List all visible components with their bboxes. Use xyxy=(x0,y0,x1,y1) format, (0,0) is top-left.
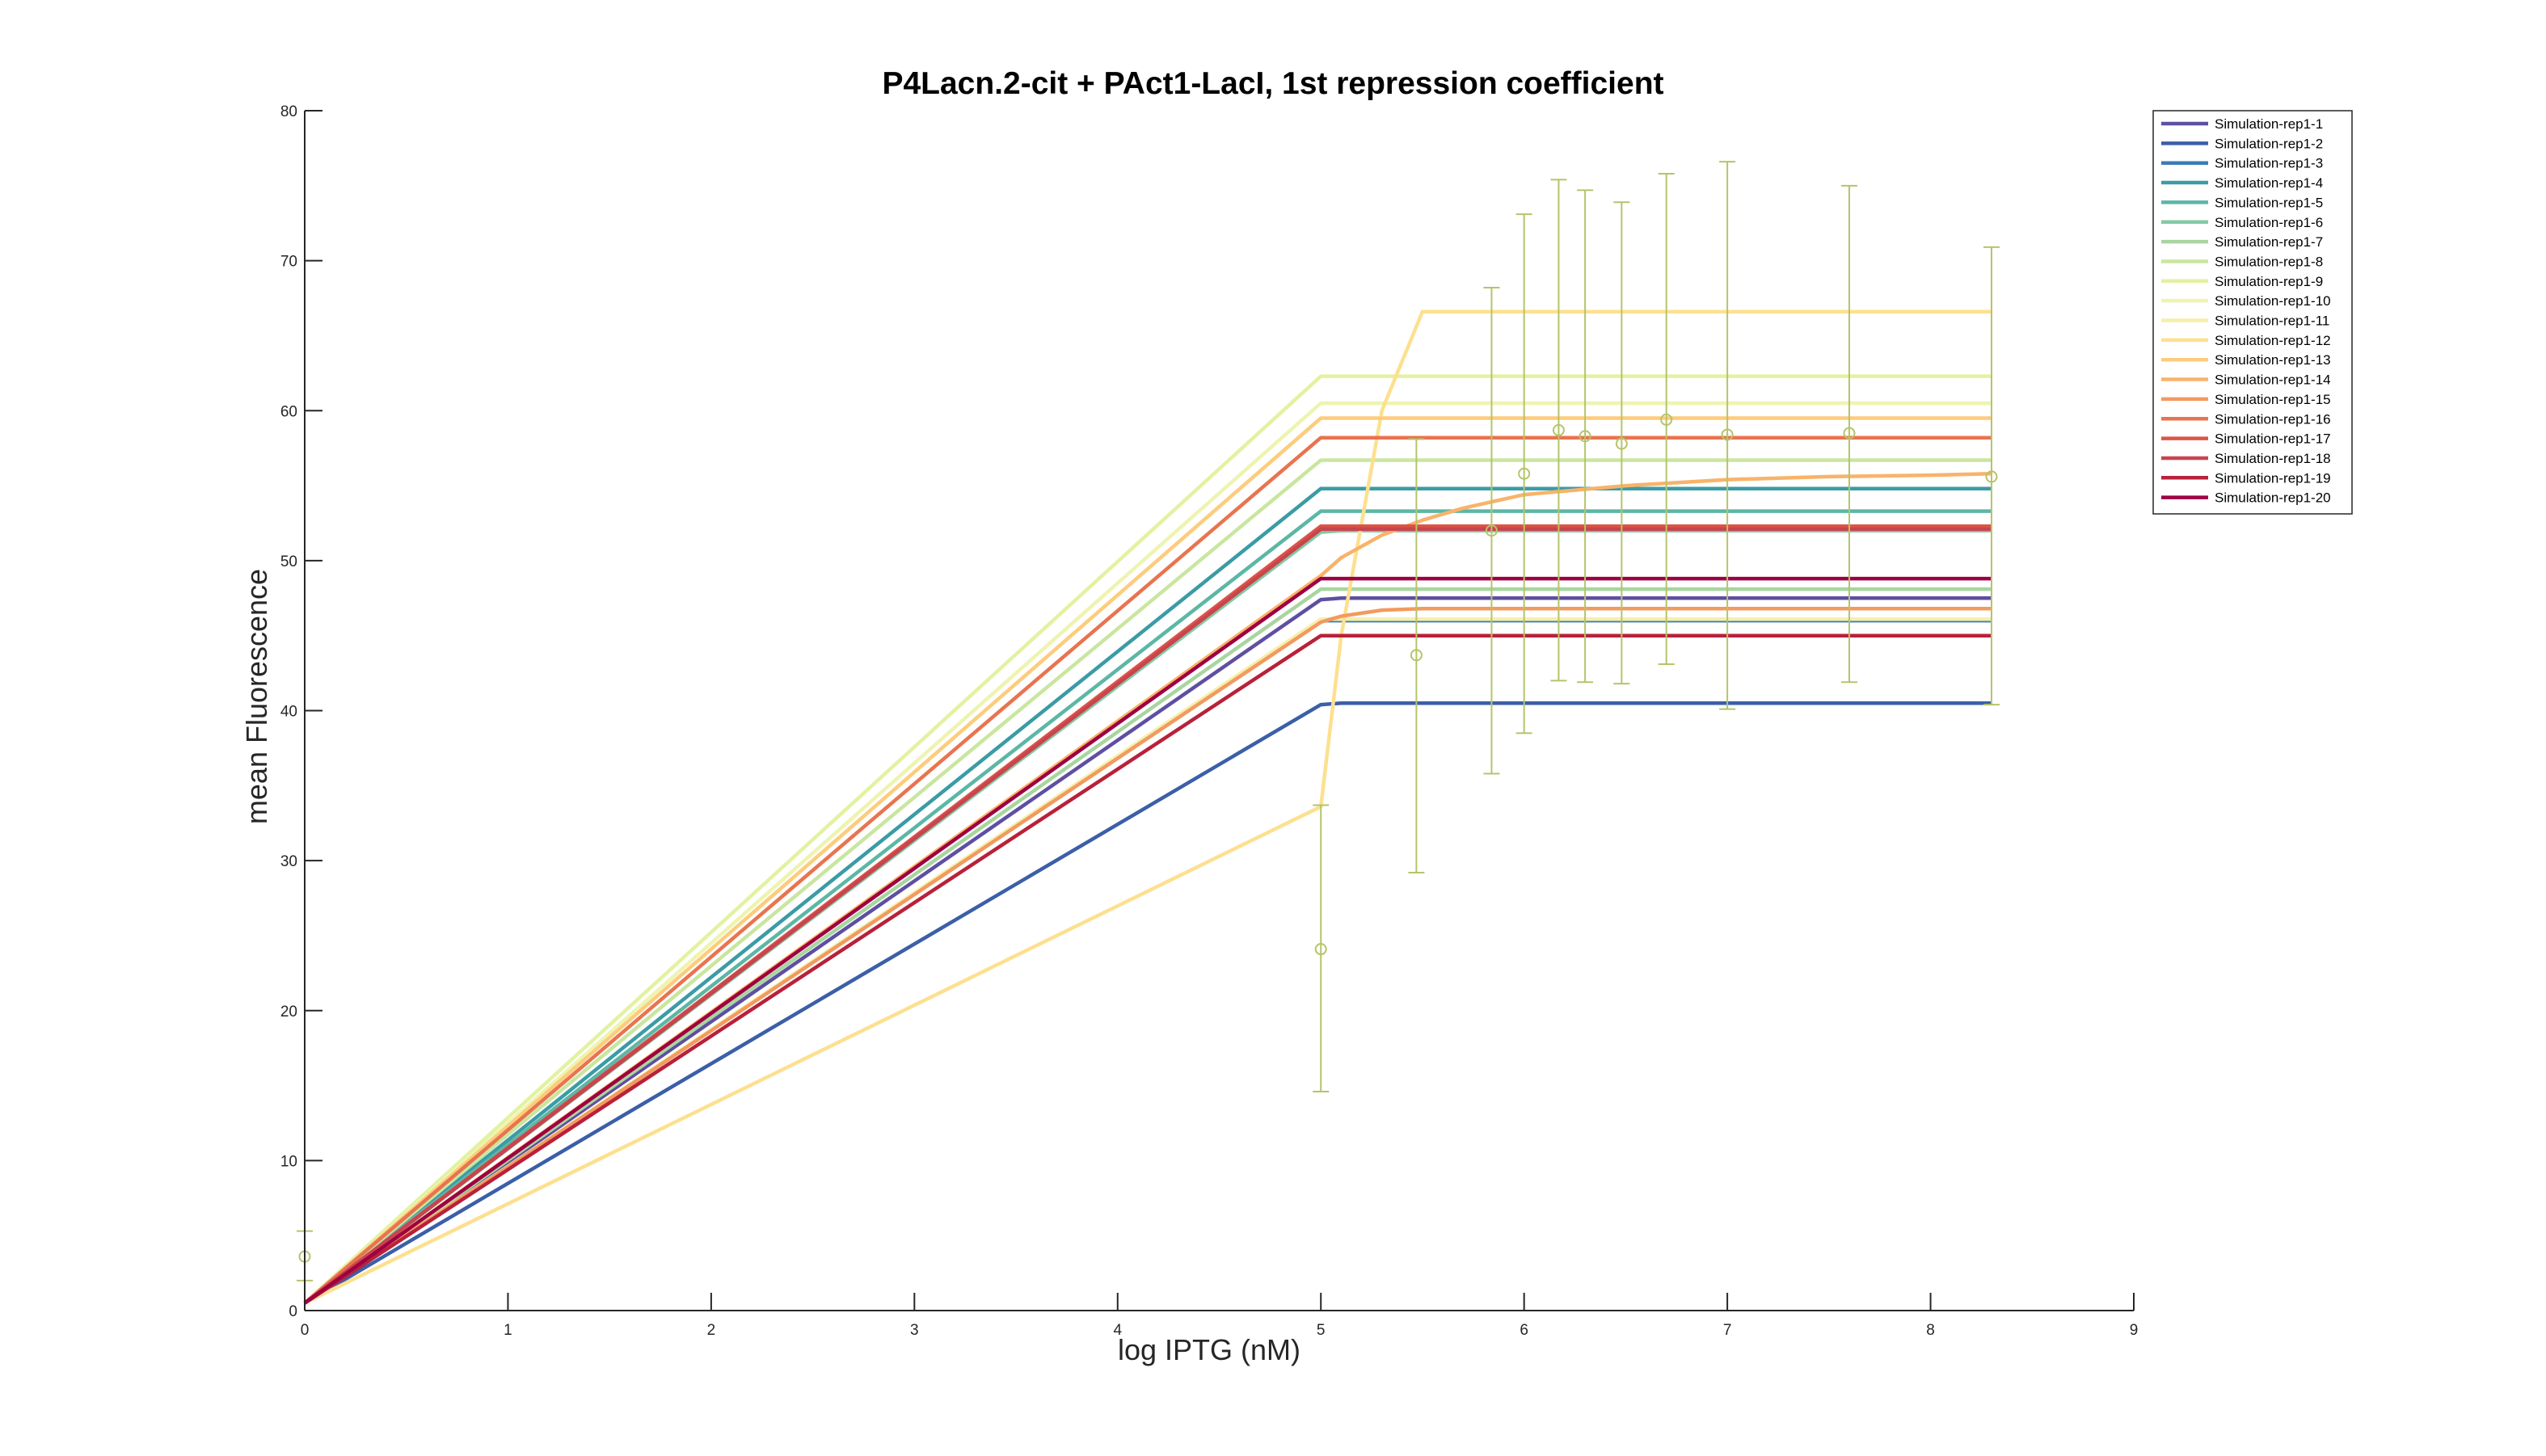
y-tick-label: 20 xyxy=(280,1004,297,1020)
y-tick-label: 60 xyxy=(280,403,297,420)
x-tick-label: 7 xyxy=(1723,1322,1732,1339)
measurement-12 xyxy=(1983,246,2000,706)
x-tick-label: 3 xyxy=(910,1322,919,1339)
legend-label-9: Simulation-rep1-9 xyxy=(2215,274,2323,289)
measurement-5 xyxy=(1515,213,1532,734)
legend: Simulation-rep1-1 Simulation-rep1-2 Simula… xyxy=(2152,110,2353,515)
x-tick-label: 1 xyxy=(504,1322,512,1339)
series-line-2 xyxy=(303,701,1992,1305)
legend-label-1: Simulation-rep1-1 xyxy=(2215,116,2323,132)
series-line-5 xyxy=(303,509,1992,1305)
legend-label-17: Simulation-rep1-17 xyxy=(2215,431,2331,447)
y-tick-label: 40 xyxy=(280,704,297,721)
legend-label-8: Simulation-rep1-8 xyxy=(2215,254,2323,269)
legend-label-5: Simulation-rep1-5 xyxy=(2215,195,2323,210)
legend-label-20: Simulation-rep1-20 xyxy=(2215,490,2331,506)
data-point xyxy=(1843,427,1856,440)
series-line-9 xyxy=(303,374,1992,1305)
data-point xyxy=(1518,467,1531,480)
legend-label-13: Simulation-rep1-13 xyxy=(2215,352,2331,368)
series-line-10 xyxy=(303,401,1992,1305)
axes: 0 1 2 3 4 5 6 7 8 9 0 10 20 30 40 50 60 70 80 xyxy=(280,103,2138,1339)
series-line-18 xyxy=(303,527,1992,1305)
legend-label-19: Simulation-rep1-19 xyxy=(2215,470,2331,486)
x-tick-label: 5 xyxy=(1317,1322,1326,1339)
series-layer xyxy=(303,309,1992,1305)
chart-title: P4Lacn.2-cit + PAct1-LacI, 1st repressio… xyxy=(882,66,1663,101)
measurement-layer xyxy=(297,161,2000,1281)
x-axis-label: log IPTG (nM) xyxy=(1118,1333,1300,1366)
y-tick-label: 70 xyxy=(280,254,297,271)
plot-area: 0 1 2 3 4 5 6 7 8 9 0 10 20 30 40 50 60 70 80 xyxy=(280,103,2138,1339)
x-tick-label: 9 xyxy=(2130,1322,2139,1339)
legend-label-4: Simulation-rep1-4 xyxy=(2215,175,2323,191)
x-tick-label: 4 xyxy=(1113,1322,1122,1339)
series-line-19 xyxy=(303,633,1992,1305)
y-tick-label: 30 xyxy=(280,853,297,870)
series-line-7 xyxy=(303,587,1992,1305)
y-tick-label: 80 xyxy=(280,103,297,120)
legend-box xyxy=(2152,110,2353,515)
series-line-13 xyxy=(303,416,1992,1305)
legend-label-7: Simulation-rep1-7 xyxy=(2215,234,2323,250)
measurement-6 xyxy=(1550,179,1567,682)
y-axis-label: mean Fluorescence xyxy=(240,569,273,824)
measurement-3 xyxy=(1408,438,1425,873)
x-tick-label: 0 xyxy=(301,1322,310,1339)
series-line-8 xyxy=(303,458,1992,1305)
data-point xyxy=(1985,470,1998,483)
measurement-7 xyxy=(1577,189,1594,684)
series-line-3 xyxy=(303,618,1992,1305)
x-tick-label: 2 xyxy=(707,1322,716,1339)
legend-label-14: Simulation-rep1-14 xyxy=(2215,372,2331,388)
measurement-11 xyxy=(1840,184,1857,684)
series-line-11 xyxy=(303,617,1992,1305)
legend-label-2: Simulation-rep1-2 xyxy=(2215,136,2323,151)
legend-label-12: Simulation-rep1-12 xyxy=(2215,333,2331,348)
measurement-4 xyxy=(1483,287,1500,775)
y-tick-label: 50 xyxy=(280,553,297,570)
series-line-1 xyxy=(303,596,1992,1305)
legend-label-15: Simulation-rep1-15 xyxy=(2215,392,2331,407)
data-point xyxy=(1314,943,1327,956)
series-line-14 xyxy=(303,471,1992,1305)
x-tick-label: 8 xyxy=(1926,1322,1935,1339)
data-point xyxy=(1485,524,1498,537)
measurement-2 xyxy=(1313,804,1330,1092)
data-point xyxy=(1721,428,1734,441)
data-point xyxy=(1660,413,1673,426)
data-point xyxy=(1579,430,1591,443)
legend-label-6: Simulation-rep1-6 xyxy=(2215,215,2323,230)
data-point xyxy=(1552,423,1565,436)
data-point xyxy=(1410,649,1423,662)
legend-label-11: Simulation-rep1-11 xyxy=(2215,314,2329,329)
series-line-15 xyxy=(303,607,1992,1305)
measurement-10 xyxy=(1719,161,1736,710)
legend-label-18: Simulation-rep1-18 xyxy=(2215,451,2331,466)
legend-label-10: Simulation-rep1-10 xyxy=(2215,293,2331,309)
measurement-9 xyxy=(1658,172,1675,665)
series-line-17 xyxy=(303,524,1992,1305)
y-tick-label: 0 xyxy=(289,1303,297,1320)
legend-label-16: Simulation-rep1-16 xyxy=(2215,411,2331,427)
legend-label-3: Simulation-rep1-3 xyxy=(2215,156,2323,171)
y-tick-label: 10 xyxy=(280,1153,297,1170)
measurement-8 xyxy=(1613,201,1630,685)
series-line-20 xyxy=(303,576,1992,1305)
series-line-4 xyxy=(303,486,1992,1305)
data-point xyxy=(1615,437,1628,450)
series-line-12 xyxy=(304,309,1992,1305)
x-tick-label: 6 xyxy=(1520,1322,1528,1339)
